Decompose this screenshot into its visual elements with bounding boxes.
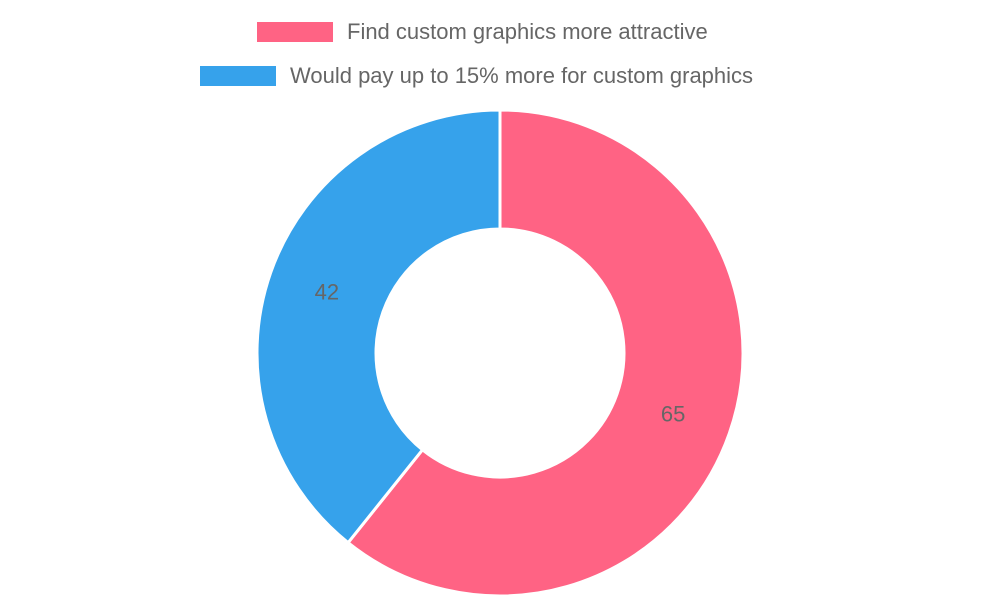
legend-item-pay-more[interactable]: Would pay up to 15% more for custom grap… [200, 62, 753, 90]
doughnut-slices [255, 108, 745, 598]
legend-swatch-pay-more [200, 66, 276, 86]
legend-label-attractive: Find custom graphics more attractive [347, 19, 708, 44]
legend-item-attractive[interactable]: Find custom graphics more attractive [257, 18, 708, 46]
data-label-pay-more: 42 [315, 280, 339, 305]
slice-pay-more[interactable] [255, 108, 502, 545]
chart-legend: Find custom graphics more attractive Wou… [0, 0, 1000, 100]
data-label-attractive: 65 [661, 401, 685, 426]
doughnut-data-labels: 65 42 [315, 280, 686, 427]
legend-swatch-attractive [257, 22, 333, 42]
legend-label-pay-more: Would pay up to 15% more for custom grap… [290, 63, 754, 88]
slice-attractive[interactable] [345, 108, 745, 598]
